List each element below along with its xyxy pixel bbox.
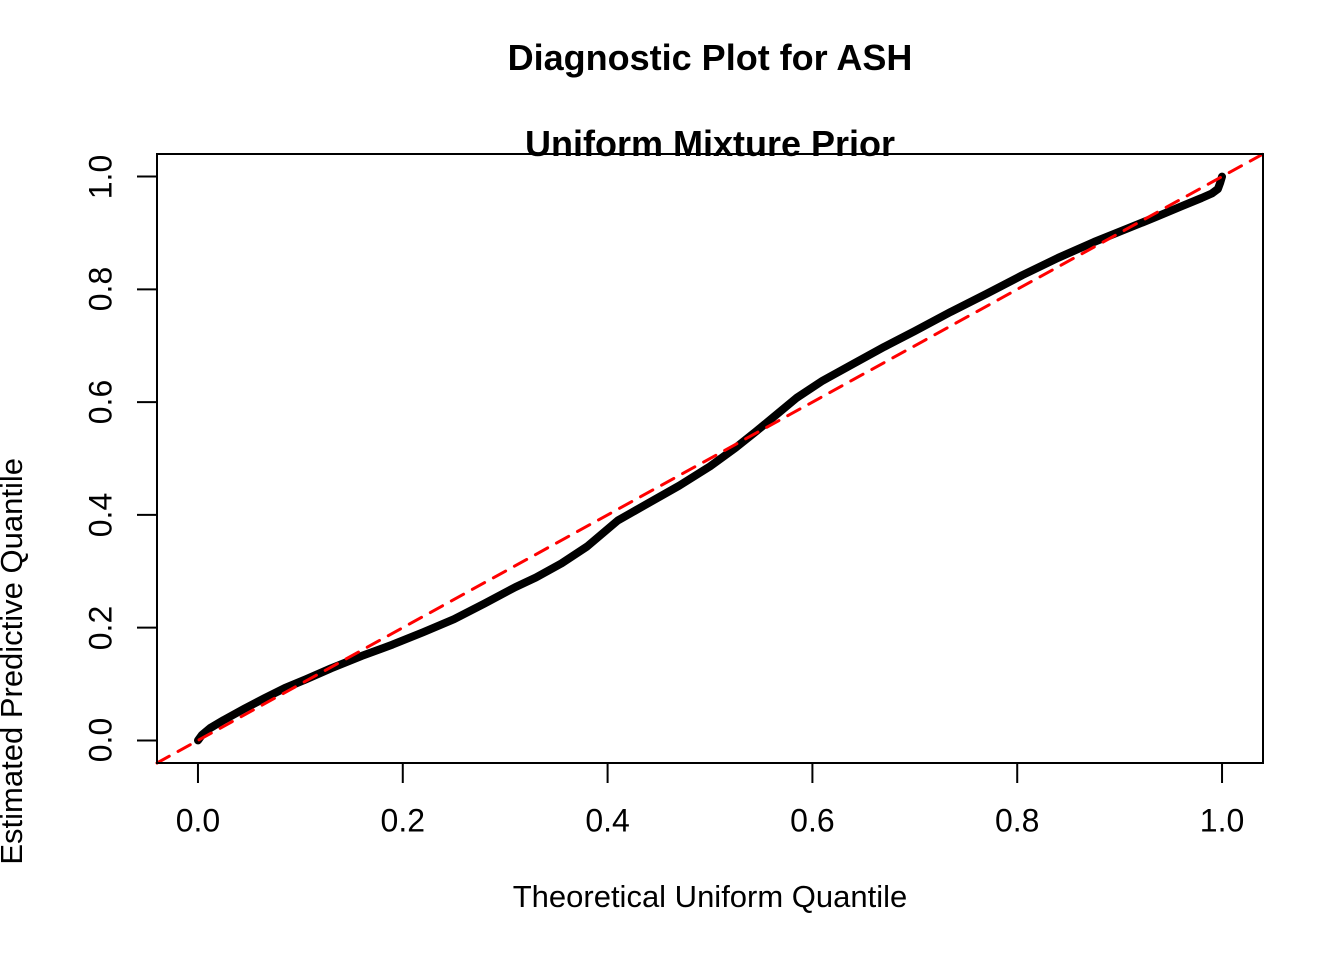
x-tick-label: 1.0	[1199, 802, 1245, 839]
y-tick-label: 0.4	[82, 492, 119, 538]
x-tick-label: 0.4	[585, 802, 630, 839]
y-tick-label: 0.6	[82, 379, 119, 425]
plot-title: Diagnostic Plot for ASH Uniform Mixture …	[157, 36, 1263, 165]
plot-title-line2: Uniform Mixture Prior	[524, 123, 896, 164]
plot-title-line1: Diagnostic Plot for ASH	[507, 37, 913, 78]
x-tick-label: 0.0	[175, 802, 221, 839]
x-axis-title: Theoretical Uniform Quantile	[512, 879, 908, 914]
plot-box	[156, 153, 1264, 764]
y-axis-title-text: Estimated Predictive Quantile	[0, 457, 29, 865]
y-tick-label: 0.8	[82, 267, 119, 312]
y-tick-label: 0.0	[82, 718, 119, 763]
x-tick-label: 0.8	[994, 802, 1040, 839]
reference-diagonal	[155, 152, 1265, 765]
x-tick-label: 0.6	[790, 802, 835, 839]
x-tick-label: 0.2	[380, 802, 426, 839]
y-tick-label: 0.2	[82, 605, 119, 650]
y-tick-label: 1.0	[82, 154, 119, 199]
